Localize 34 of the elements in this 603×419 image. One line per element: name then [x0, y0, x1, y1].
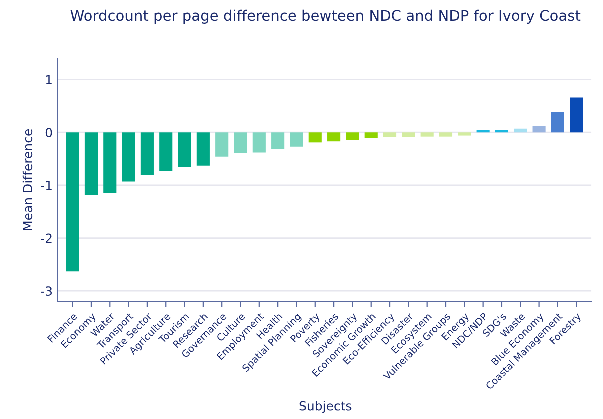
bar	[234, 132, 248, 154]
y-tick-label: 1	[46, 75, 52, 85]
y-axis-title: Mean Difference	[22, 130, 33, 230]
bar	[551, 112, 564, 133]
bar	[420, 132, 434, 137]
y-tick-label: -2	[41, 234, 52, 244]
bar	[458, 132, 472, 136]
bar	[272, 132, 285, 149]
bar	[439, 132, 453, 137]
bar	[122, 132, 136, 182]
bar	[290, 132, 304, 147]
y-tick-label: 0	[46, 128, 52, 138]
bar	[66, 132, 80, 272]
bar	[308, 132, 322, 143]
bar	[514, 128, 528, 133]
bar	[364, 132, 378, 138]
bar	[216, 132, 229, 157]
bar	[383, 132, 397, 138]
bar	[196, 132, 210, 166]
bar	[178, 132, 192, 167]
bar	[160, 132, 173, 172]
y-tick-label: -1	[41, 181, 52, 190]
y-tick-label: -3	[41, 286, 52, 296]
bar	[252, 132, 266, 153]
bar	[570, 98, 584, 133]
chart-title: Wordcount per page difference bewteen NDC and NDP for Ivory Coast	[70, 10, 581, 24]
bar	[402, 132, 416, 138]
bar	[346, 132, 360, 140]
bar	[104, 132, 117, 194]
bar	[140, 132, 154, 176]
x-axis-title: Subjects	[300, 401, 352, 414]
bar	[328, 132, 341, 142]
bar	[532, 126, 546, 133]
bar	[84, 132, 98, 196]
